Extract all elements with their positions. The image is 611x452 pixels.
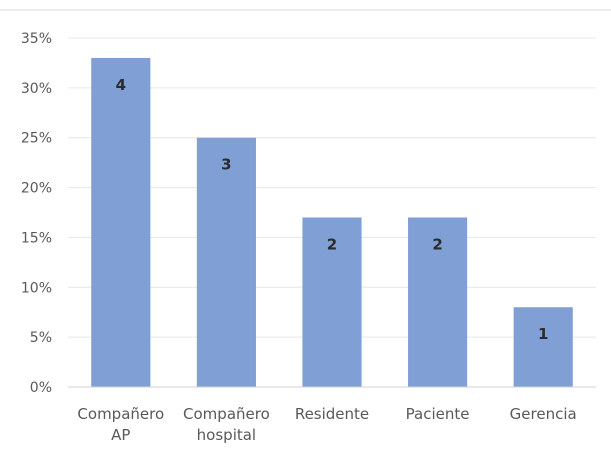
bar-data-label: 1 (538, 325, 548, 343)
y-tick-label: 20% (21, 181, 52, 197)
y-tick-label: 35% (21, 31, 52, 47)
y-tick-label: 10% (21, 280, 52, 296)
data-labels: 4 3 2 2 1 (116, 76, 549, 343)
bar-data-label: 2 (327, 235, 337, 253)
bar-data-label: 4 (116, 76, 126, 94)
x-category-label: AP (111, 426, 130, 444)
bar (302, 217, 362, 387)
bar (408, 217, 468, 387)
bars (91, 57, 573, 387)
x-category-label: Paciente (406, 405, 470, 423)
bar (513, 307, 573, 387)
y-tick-label: 25% (21, 131, 52, 147)
bar (91, 57, 151, 387)
x-category-label: Residente (295, 405, 369, 423)
y-axis-tick-labels: 0% 5% 10% 15% 20% 25% 30% 35% (21, 31, 52, 396)
x-category-label: hospital (197, 426, 256, 444)
bar-data-label: 3 (221, 156, 231, 174)
x-category-label: Compañero (77, 405, 164, 423)
x-category-label: Gerencia (510, 405, 577, 423)
x-category-label: Compañero (183, 405, 270, 423)
y-tick-label: 5% (30, 330, 52, 346)
y-tick-label: 30% (21, 81, 52, 97)
bar-data-label: 2 (432, 235, 442, 253)
y-tick-label: 15% (21, 230, 52, 246)
bar (196, 137, 256, 387)
x-axis-category-labels: Compañero AP Compañero hospital Residente Pac… (77, 405, 576, 444)
y-tick-label: 0% (30, 380, 52, 396)
